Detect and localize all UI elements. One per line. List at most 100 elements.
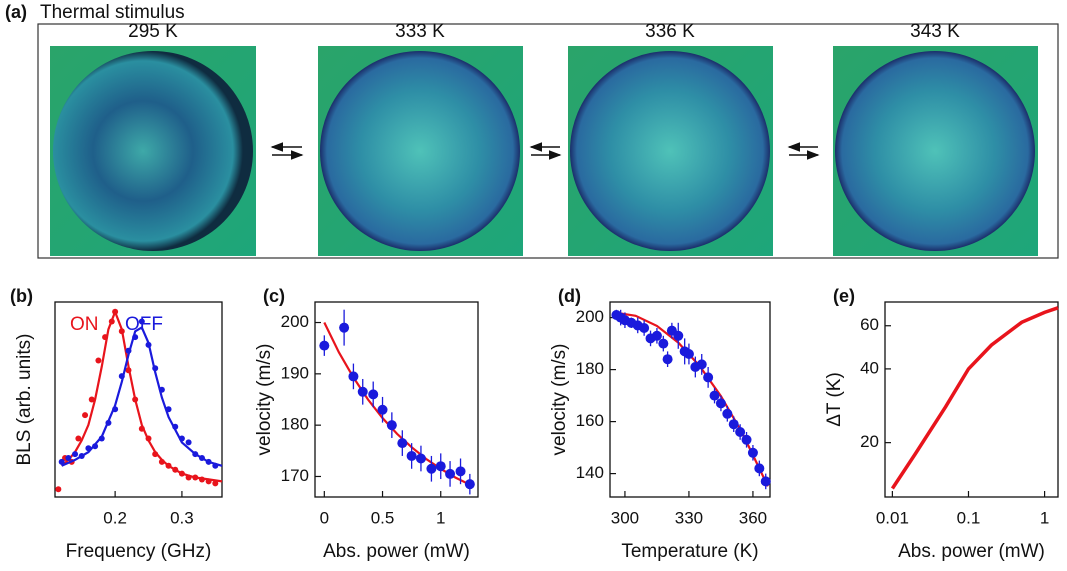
data-point [464,479,475,490]
panel-label: (a) [5,2,27,22]
data-point [455,466,466,477]
panel-label: (e) [833,286,855,306]
y-tick-label: 170 [281,466,309,485]
x-tick-label: 0.01 [876,508,909,527]
y-tick-label: 190 [281,363,309,382]
y-tick-label: 40 [860,358,879,377]
data-point [673,330,684,341]
fit-line [890,306,1059,490]
y-axis-label: ΔT (K) [824,372,845,427]
x-tick-label: 0.3 [170,508,194,527]
data-point [348,371,359,382]
data-point [760,476,771,487]
data-point [415,453,426,464]
plot-frame [884,301,1059,498]
image-label: 295 K [128,21,178,42]
x-tick-label: 0.1 [957,508,981,527]
y-tick-label: 180 [281,415,309,434]
data-point [377,404,388,415]
x-axis-label: Abs. power (mW) [898,541,1045,562]
fit-line [323,322,471,486]
data-point [735,427,746,437]
data-point [426,463,437,474]
data-point [185,439,192,446]
image-2 [318,46,523,256]
panel-label: (d) [558,286,581,306]
data-point [75,435,82,442]
y-axis-label: BLS (arb. units) [14,334,35,466]
y-tick-label: 20 [860,432,879,451]
data-point [715,398,726,409]
data-point [386,420,397,431]
annotation: ON [70,314,99,335]
x-tick-label: 330 [675,508,703,527]
data-point [703,372,714,383]
data-point [65,455,72,461]
data-point [709,390,720,401]
x-tick-label: 0 [320,508,329,527]
data-point [696,359,707,370]
x-axis-label: Abs. power (mW) [323,541,470,562]
x-tick-label: 0.2 [103,508,127,527]
y-tick-label: 140 [576,463,604,482]
data-point [368,389,379,400]
data-point [754,463,765,474]
data-point [88,396,95,403]
data-point [651,330,662,341]
data-point [357,386,368,397]
image-1 [50,46,256,256]
data-point [82,412,89,419]
y-axis-label: velocity (m/s) [549,344,570,456]
image-label: 336 K [645,21,695,42]
data-point [435,461,446,472]
data-point [662,354,673,365]
y-tick-label: 60 [860,315,879,334]
data-point [319,340,330,351]
data-point [95,357,102,364]
y-tick-label: 160 [576,411,604,430]
panel-label: (b) [10,286,33,306]
panel-title: Thermal stimulus [40,2,185,23]
x-tick-label: 360 [739,508,767,527]
panel-frame [37,23,1059,259]
data-point [212,480,219,487]
x-tick-label: 1 [436,508,445,527]
x-tick-label: 0.5 [371,508,395,527]
data-point [445,468,456,479]
data-point [741,434,752,445]
data-point [747,447,758,458]
panel-label: (c) [263,286,285,306]
data-point [72,451,79,458]
y-tick-label: 200 [281,312,309,331]
data-point [58,458,65,465]
data-point [55,486,62,493]
x-tick-label: 1 [1040,508,1049,527]
y-tick-label: 200 [576,307,604,326]
plot-frame [314,301,479,498]
data-point [339,322,350,333]
x-axis-label: Temperature (K) [621,541,758,562]
x-tick-label: 300 [611,508,639,527]
data-point [722,408,733,419]
y-tick-label: 180 [576,359,604,378]
data-point [658,338,669,349]
image-3 [568,46,773,256]
data-point [728,419,739,430]
image-label: 333 K [395,21,445,42]
data-point [406,450,417,461]
y-axis-label: velocity (m/s) [254,344,275,456]
arrows [270,142,820,160]
image-label: 343 K [910,21,960,42]
data-point [138,318,145,325]
data-point [397,438,408,449]
plot-frame [609,301,771,498]
annotation: OFF [125,314,163,335]
plot-frame [54,301,223,498]
data-point [639,323,650,333]
x-axis-label: Frequency (GHz) [66,541,212,562]
data-point [683,349,694,359]
fit-line [60,308,223,483]
fit-line [614,311,769,487]
fit-line [61,325,223,467]
